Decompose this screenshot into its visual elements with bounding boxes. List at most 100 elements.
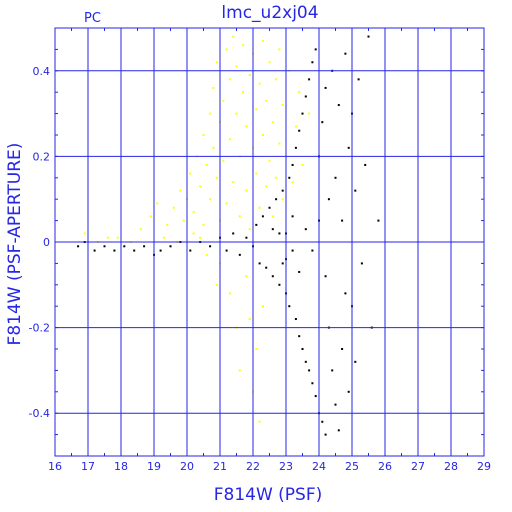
data-point-1-52 (321, 121, 324, 124)
data-point-1-10 (169, 245, 172, 248)
data-point-1-6 (133, 249, 136, 252)
data-point-1-68 (347, 146, 350, 149)
data-point-1-89 (281, 262, 284, 265)
data-point-0-68 (301, 163, 304, 166)
data-point-0-47 (258, 206, 261, 209)
x-axis-label: F814W (PSF) (214, 485, 323, 505)
data-point-1-61 (334, 403, 337, 406)
data-point-1-46 (311, 61, 314, 64)
chart-title: lmc_u2xj04 (221, 3, 318, 23)
data-point-0-15 (202, 223, 205, 226)
data-point-0-89 (106, 236, 109, 239)
data-point-1-18 (238, 253, 241, 256)
data-point-1-27 (275, 198, 278, 201)
data-point-0-67 (298, 91, 301, 94)
data-point-0-55 (271, 215, 274, 218)
x-tick-label-1: 17 (81, 460, 95, 473)
data-point-1-25 (268, 206, 271, 209)
data-point-0-58 (275, 176, 278, 179)
data-point-1-38 (298, 129, 301, 132)
data-point-1-76 (364, 163, 367, 166)
data-point-1-60 (334, 176, 337, 179)
data-point-1-80 (278, 232, 281, 235)
data-point-1-34 (291, 163, 294, 166)
data-point-0-8 (182, 219, 185, 222)
data-point-1-83 (298, 270, 301, 273)
data-point-0-59 (278, 142, 281, 145)
data-point-0-34 (235, 65, 238, 68)
data-point-1-29 (281, 189, 284, 192)
data-point-1-88 (271, 228, 274, 231)
data-point-0-39 (245, 189, 248, 192)
data-point-1-23 (261, 215, 264, 218)
data-point-1-49 (314, 395, 317, 398)
data-point-1-16 (225, 249, 228, 252)
data-point-0-62 (281, 104, 284, 107)
x-tick-label-9: 25 (345, 460, 359, 473)
y-tick-label-4: -0.4 (29, 407, 50, 420)
data-point-0-40 (245, 125, 248, 128)
data-point-1-64 (341, 219, 344, 222)
data-point-0-25 (222, 99, 225, 102)
data-point-0-74 (245, 275, 248, 278)
data-point-1-87 (324, 275, 327, 278)
data-point-1-12 (189, 249, 192, 252)
data-point-1-55 (324, 433, 327, 436)
data-point-1-36 (294, 146, 297, 149)
data-point-0-22 (215, 61, 218, 64)
data-point-1-14 (209, 245, 212, 248)
x-tick-label-10: 26 (378, 460, 392, 473)
x-tick-label-12: 28 (444, 460, 458, 473)
data-point-1-44 (308, 78, 311, 81)
data-point-0-18 (209, 198, 212, 201)
data-point-0-77 (255, 348, 258, 350)
data-point-0-71 (228, 292, 231, 295)
x-tick-label-4: 20 (180, 460, 194, 473)
data-point-1-32 (288, 176, 291, 179)
data-point-0-66 (294, 125, 297, 128)
data-point-0-81 (215, 283, 218, 286)
data-point-1-48 (314, 48, 317, 51)
data-point-0-33 (235, 112, 238, 115)
data-point-0-45 (255, 172, 258, 175)
data-point-0-42 (248, 228, 251, 231)
data-point-1-69 (347, 390, 350, 393)
data-point-1-7 (143, 245, 146, 248)
data-point-0-75 (248, 318, 251, 321)
data-point-0-2 (139, 228, 142, 231)
data-point-0-20 (212, 86, 215, 89)
data-point-1-5 (123, 245, 126, 248)
panel-label: PC (84, 11, 101, 26)
data-point-0-26 (222, 159, 225, 162)
data-point-0-5 (166, 223, 169, 226)
x-tick-label-8: 24 (312, 460, 326, 473)
x-tick-label-6: 22 (246, 460, 260, 473)
data-point-0-7 (179, 189, 182, 192)
data-point-0-53 (268, 159, 271, 162)
data-point-1-85 (311, 249, 314, 252)
data-point-0-1 (116, 236, 119, 239)
data-point-1-56 (327, 198, 330, 201)
data-point-1-26 (271, 275, 274, 278)
data-point-0-79 (261, 305, 264, 308)
data-point-1-2 (93, 249, 96, 252)
data-point-0-84 (192, 232, 195, 235)
data-point-0-54 (268, 61, 271, 64)
data-point-1-41 (301, 348, 304, 350)
data-point-1-28 (278, 283, 281, 286)
y-tick-label-1: 0.2 (33, 150, 51, 163)
data-point-1-4 (113, 249, 116, 252)
data-point-1-82 (291, 215, 294, 218)
axis-layer: 16 17 18 19 20 21 22 23 24 25 26 27 28 29 0.4 0.2 0 -0.2 -… (29, 27, 491, 473)
x-tick-label-13: 29 (477, 460, 491, 473)
data-point-0-49 (261, 134, 264, 136)
data-point-0-46 (255, 108, 258, 111)
data-point-0-50 (261, 39, 264, 42)
data-point-0-11 (192, 211, 195, 214)
data-point-1-33 (288, 305, 291, 308)
data-point-1-39 (298, 335, 301, 338)
data-point-0-52 (265, 99, 268, 102)
data-point-1-74 (357, 78, 360, 81)
data-point-0-65 (291, 181, 294, 184)
